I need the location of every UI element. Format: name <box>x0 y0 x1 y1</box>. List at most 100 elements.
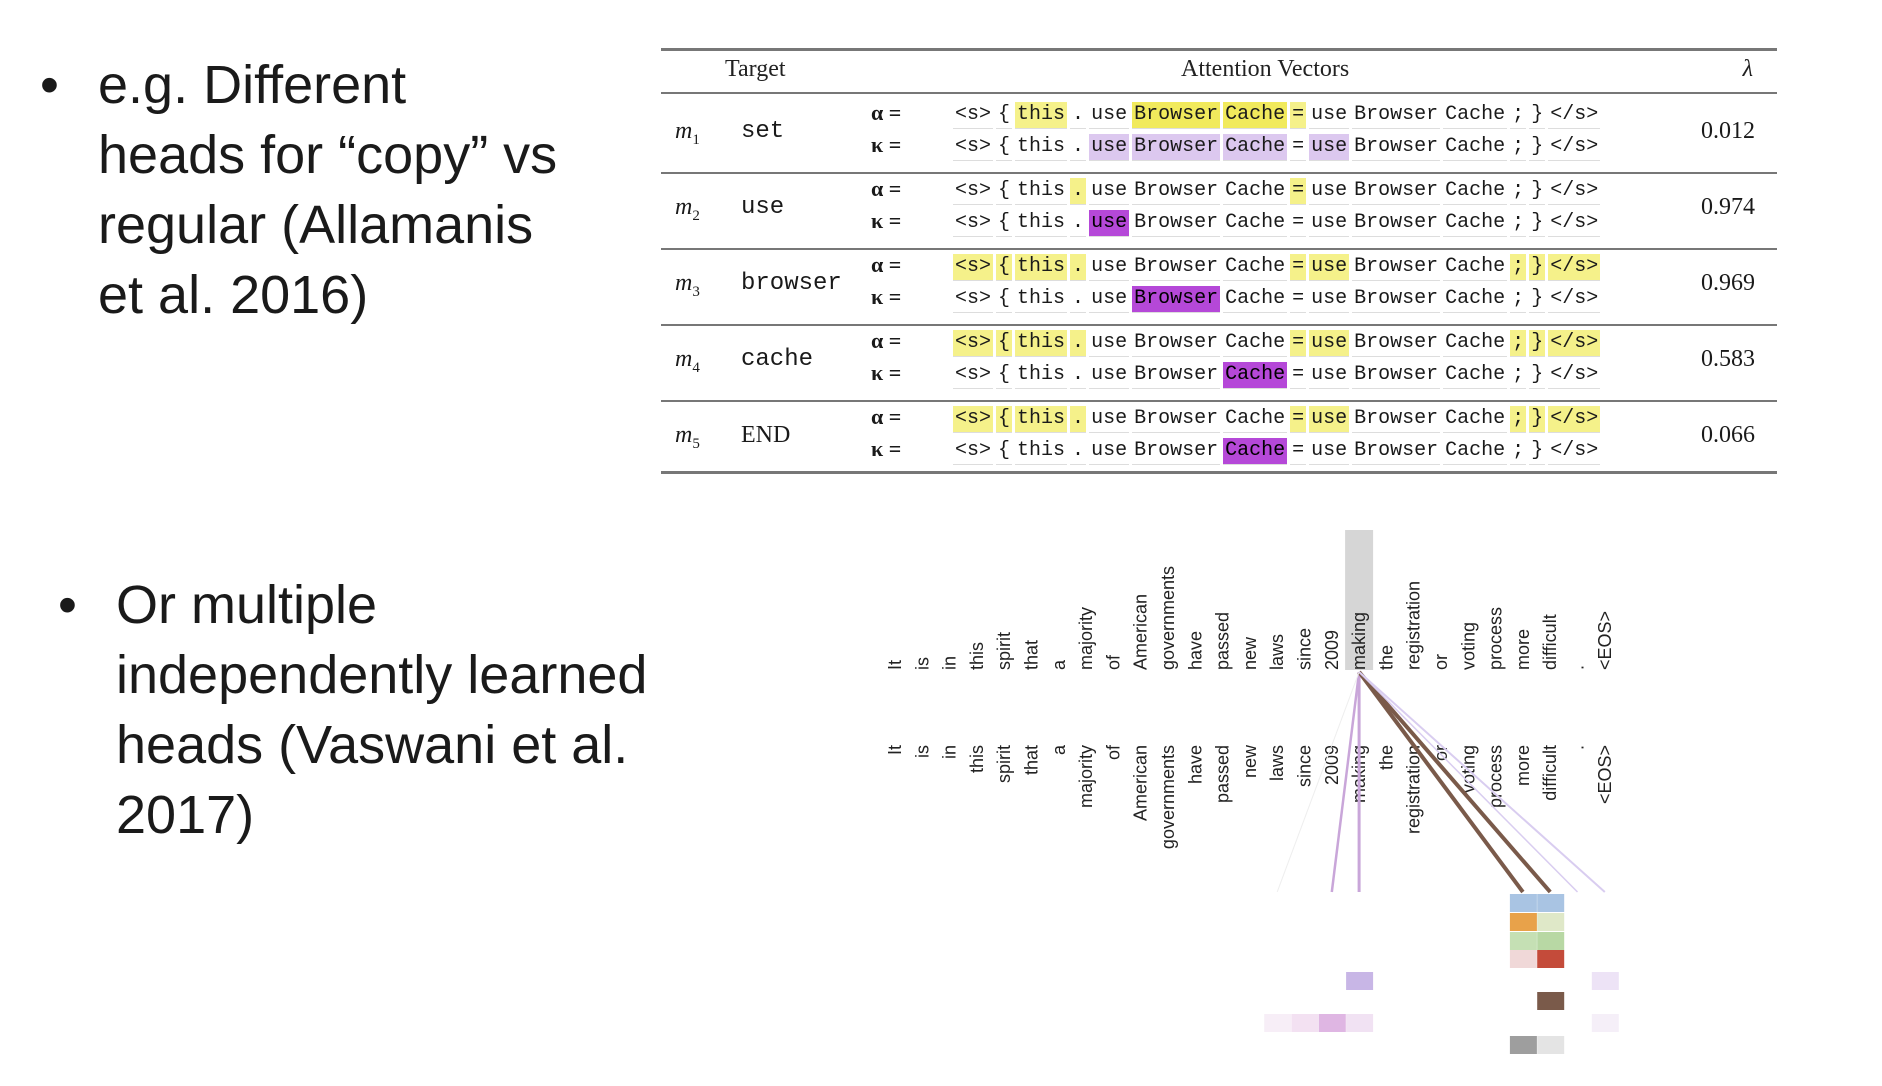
token: . <box>1070 102 1087 129</box>
token: ; <box>1510 254 1527 281</box>
token: Cache <box>1223 286 1288 313</box>
token: Browser <box>1352 254 1441 281</box>
row-target: END <box>741 422 791 448</box>
token: </s> <box>1548 134 1601 161</box>
token: <s> <box>953 438 994 465</box>
row-lambda: 0.583 <box>1701 346 1755 372</box>
token: = <box>1290 134 1307 161</box>
top-word-label: majority <box>1076 607 1096 670</box>
kappa-sequence: <s>{this. use Browser Cache = use Browser Cache… <box>953 438 1603 465</box>
bottom-word-label: is <box>912 745 932 758</box>
table-row: m5 END α = <s>{this. use Browser Cache = use Brow… <box>661 400 1777 476</box>
bullet-line: 2017) <box>116 785 255 845</box>
token: Cache <box>1223 362 1288 389</box>
token: <s> <box>953 406 994 433</box>
bottom-word-label: . <box>1568 745 1588 750</box>
top-word-label: . <box>1568 665 1588 670</box>
token: use <box>1089 254 1130 281</box>
token: this <box>1015 134 1068 161</box>
token: = <box>1290 406 1307 433</box>
token: ; <box>1510 102 1527 129</box>
row-rule <box>661 400 1777 402</box>
kappa-label: κ = <box>871 132 902 157</box>
token: { <box>996 178 1013 205</box>
alpha-sequence: <s>{this. use Browser Cache = use Browser Cache… <box>953 406 1603 433</box>
bottom-word-label: 2009 <box>1322 745 1342 785</box>
token: use <box>1309 286 1350 313</box>
token: use <box>1089 102 1130 129</box>
alpha-label: α = <box>871 252 902 277</box>
token: . <box>1070 362 1087 389</box>
token: = <box>1290 210 1307 237</box>
token: = <box>1290 178 1307 205</box>
token: Browser <box>1352 178 1441 205</box>
row-m-label: m4 <box>675 346 700 376</box>
bullet-line: e.g. Different <box>98 55 407 115</box>
token: use <box>1309 254 1350 281</box>
row-lambda: 0.974 <box>1701 194 1755 220</box>
token: <s> <box>953 286 994 313</box>
token: use <box>1089 438 1130 465</box>
token: use <box>1089 330 1130 357</box>
token: Cache <box>1223 254 1288 281</box>
token: = <box>1290 102 1307 129</box>
top-word-label: spirit <box>994 632 1014 670</box>
token: Browser <box>1132 134 1221 161</box>
attention-link <box>1357 670 1525 894</box>
bottom-word-label: that <box>1022 745 1042 775</box>
row-target: browser <box>741 270 842 297</box>
token: use <box>1309 406 1350 433</box>
bottom-word-label: governments <box>1158 745 1178 849</box>
row-target: cache <box>741 346 814 373</box>
token: use <box>1309 438 1350 465</box>
top-word-label: is <box>912 657 932 670</box>
row-target: set <box>741 118 785 145</box>
token: Browser <box>1132 330 1221 357</box>
token: this <box>1015 286 1068 313</box>
token: { <box>996 438 1013 465</box>
row-target: use <box>741 194 785 221</box>
top-word-label: a <box>1049 659 1069 670</box>
token: . <box>1070 330 1087 357</box>
token: { <box>996 286 1013 313</box>
bottom-word-label: this <box>967 745 987 773</box>
token: use <box>1309 330 1350 357</box>
token: ; <box>1510 406 1527 433</box>
top-word-label: making <box>1349 612 1369 670</box>
top-word-label: 2009 <box>1322 630 1342 670</box>
token: use <box>1089 286 1130 313</box>
token: Browser <box>1132 286 1221 313</box>
top-word-label: voting <box>1458 622 1478 670</box>
top-word-label: American <box>1131 594 1151 670</box>
token: . <box>1070 134 1087 161</box>
token: Browser <box>1352 210 1441 237</box>
top-word-label: It <box>885 660 905 670</box>
token: } <box>1529 254 1546 281</box>
alpha-sequence: <s>{this. use Browser Cache = use Browser Cache… <box>953 254 1603 281</box>
token: Browser <box>1132 438 1221 465</box>
attention-cell <box>1591 1014 1619 1032</box>
row-rule <box>661 172 1777 174</box>
token: } <box>1529 362 1546 389</box>
attention-lines-svg: ItItisisininthisthisspiritspiritthatthat… <box>885 530 1619 1054</box>
bullet-line: heads for “copy” vs <box>98 125 558 185</box>
token: Browser <box>1352 406 1441 433</box>
bottom-word-label: laws <box>1267 745 1287 781</box>
token: </s> <box>1548 102 1601 129</box>
bottom-word-label: passed <box>1213 745 1233 803</box>
focus-word-highlight <box>1345 530 1374 670</box>
alpha-label: α = <box>871 100 902 125</box>
token: use <box>1089 178 1130 205</box>
token: this <box>1015 102 1068 129</box>
attention-cell <box>1509 950 1537 968</box>
top-word-label: this <box>967 642 987 670</box>
token: Browser <box>1132 210 1221 237</box>
token: = <box>1290 254 1307 281</box>
bottom-word-label: in <box>940 745 960 759</box>
token: this <box>1015 210 1068 237</box>
header-attention-vectors: Attention Vectors <box>1181 56 1350 82</box>
token: { <box>996 330 1013 357</box>
token: Browser <box>1352 286 1441 313</box>
attention-link <box>1330 671 1361 893</box>
token: Browser <box>1352 102 1441 129</box>
